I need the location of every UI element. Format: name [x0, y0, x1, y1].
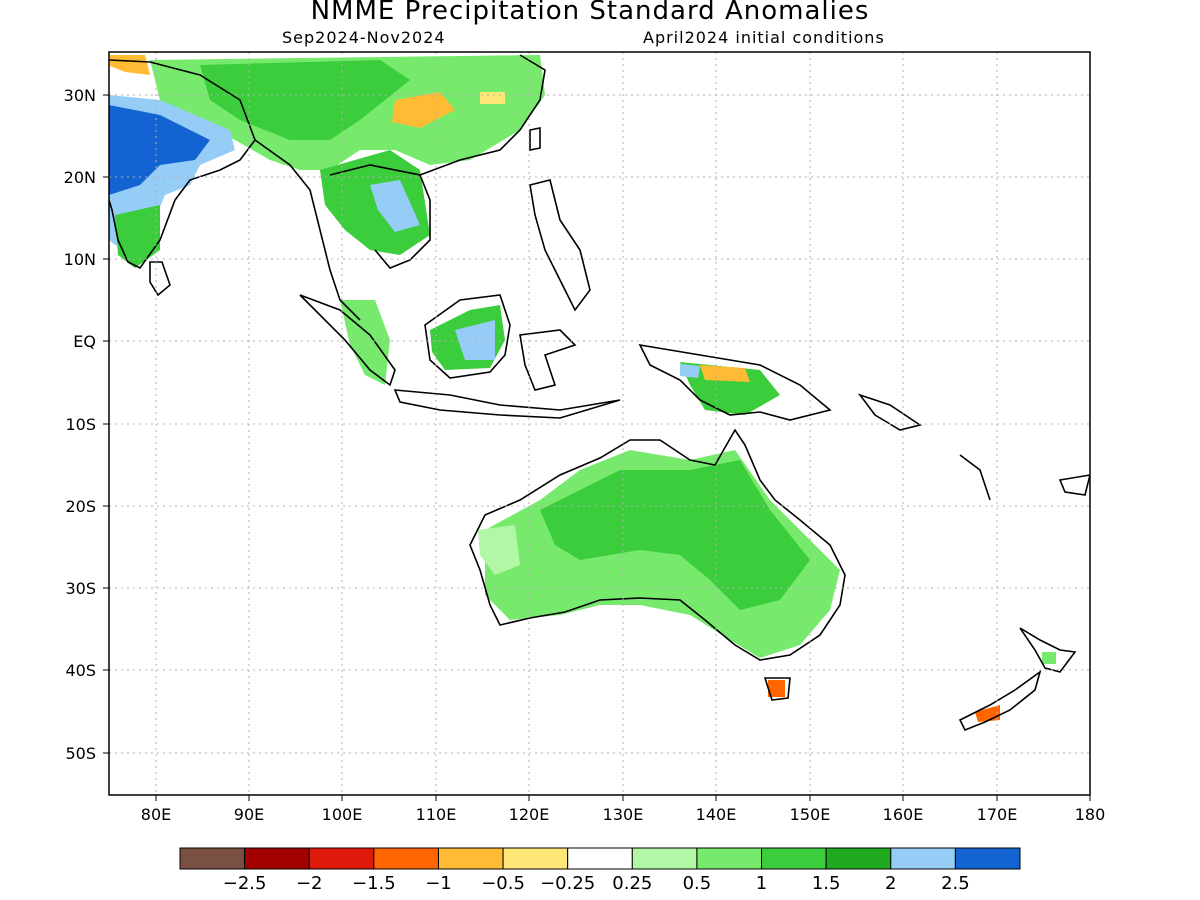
longitude-labels: 80E 90E 100E 110E 120E 130E 140E 150E 16… [141, 805, 1106, 824]
coast-asia-mainland [109, 59, 256, 270]
colorbar-label: 1.5 [812, 873, 841, 894]
lon-label: 130E [603, 805, 644, 824]
lat-label: 40S [65, 661, 96, 680]
colorbar-label: −1 [425, 873, 452, 894]
anomaly-region-new-zealand [975, 705, 1000, 722]
coast-new-zealand-south [958, 670, 1042, 732]
lat-label: 20N [64, 168, 96, 187]
colorbar-swatch [890, 847, 956, 870]
anomaly-region-new-guinea-dry [700, 365, 750, 382]
colorbar-label: −1.5 [352, 873, 396, 894]
colorbar-swatch [567, 847, 633, 870]
colorbar-swatch [954, 847, 1021, 870]
colorbar-swatch [825, 847, 892, 870]
colorbar-label: 0.5 [683, 873, 712, 894]
colorbar-swatch [761, 847, 827, 870]
lat-label: 10N [64, 250, 96, 269]
lon-label: 160E [883, 805, 924, 824]
anomaly-region-india-green [115, 205, 160, 268]
coast-tasmania [763, 677, 791, 701]
coast-borneo [424, 294, 511, 379]
colorbar-label: −0.5 [481, 873, 525, 894]
map-frame [108, 51, 1091, 796]
colorbar-label: 1 [756, 873, 767, 894]
lon-label: 100E [322, 805, 363, 824]
axis-ticks [103, 94, 1091, 801]
anomaly-region-china-strong [200, 60, 410, 140]
lon-label: 80E [141, 805, 171, 824]
anomaly-region-nw-dry [110, 55, 150, 75]
map-plot-area [109, 52, 1090, 795]
lat-label: EQ [73, 332, 96, 351]
coast-sumatra [299, 294, 396, 387]
lat-label: 10S [65, 415, 96, 434]
colorbar-label: −2 [296, 873, 323, 894]
coast-java [393, 389, 621, 419]
colorbar: −2.5 −2 −1.5 −1 −0.5 −0.25 0.25 0.5 1 1.5 2 2.5 [179, 847, 1021, 894]
lat-label: 30N [64, 86, 96, 105]
lat-label: 30S [65, 579, 96, 598]
colorbar-swatch [308, 847, 375, 870]
colorbar-swatch [696, 847, 763, 870]
forecast-period: Sep2024-Nov2024 [282, 28, 446, 47]
coast-sri-lanka [149, 261, 171, 297]
coast-vanuatu-fiji [959, 454, 1090, 501]
colorbar-swatch [502, 847, 569, 870]
lon-label: 150E [790, 805, 831, 824]
map-title: NMME Precipitation Standard Anomalies [310, 0, 870, 26]
coast-solomon [857, 393, 922, 431]
anomaly-region-borneo-wet [455, 320, 495, 360]
coast-australia [469, 428, 846, 661]
lat-label: 20S [65, 497, 96, 516]
colorbar-swatch [179, 847, 246, 870]
colorbar-swatch [437, 847, 504, 870]
coast-sulawesi [519, 329, 577, 391]
coast-taiwan [529, 127, 541, 151]
colorbar-label: 2.5 [941, 873, 970, 894]
anomaly-region-new-guinea-wet [680, 364, 700, 378]
lon-label: 110E [416, 805, 457, 824]
coast-new-guinea [638, 343, 832, 421]
latitude-labels: 30N 20N 10N EQ 10S 20S 30S 40S 50S [64, 86, 96, 763]
graticule [109, 52, 1090, 795]
colorbar-label: −0.25 [540, 873, 595, 894]
anomaly-region-india-strong [109, 105, 210, 195]
anomaly-region-tasmania [768, 680, 785, 697]
anomaly-region-australia-light [478, 525, 520, 575]
coast-new-zealand-north [1019, 627, 1077, 673]
lon-label: 120E [509, 805, 550, 824]
anomaly-region-new-zealand-north [1042, 652, 1056, 664]
lon-label: 170E [977, 805, 1018, 824]
anomaly-shading [109, 55, 1056, 722]
coast-philippines [529, 179, 591, 312]
colorbar-label: 0.25 [612, 873, 652, 894]
lat-label: 50S [65, 744, 96, 763]
anomaly-region-china-dry-light [480, 92, 505, 104]
anomaly-region-china-dry [392, 92, 455, 128]
anomaly-region-indochina-wet [370, 180, 420, 232]
lon-label: 90E [234, 805, 264, 824]
coast-china [419, 54, 546, 176]
colorbar-swatch [631, 847, 698, 870]
lon-label: 180 [1075, 805, 1106, 824]
anomaly-region-australia-strong [540, 460, 810, 610]
coastlines [109, 54, 1090, 732]
colorbar-swatch [244, 847, 310, 870]
coast-burma-indochina [254, 139, 431, 321]
colorbar-swatch [373, 847, 439, 870]
initial-conditions: April2024 initial conditions [643, 28, 885, 47]
colorbar-label: −2.5 [223, 873, 267, 894]
lon-label: 140E [696, 805, 737, 824]
colorbar-label: 2 [885, 873, 896, 894]
